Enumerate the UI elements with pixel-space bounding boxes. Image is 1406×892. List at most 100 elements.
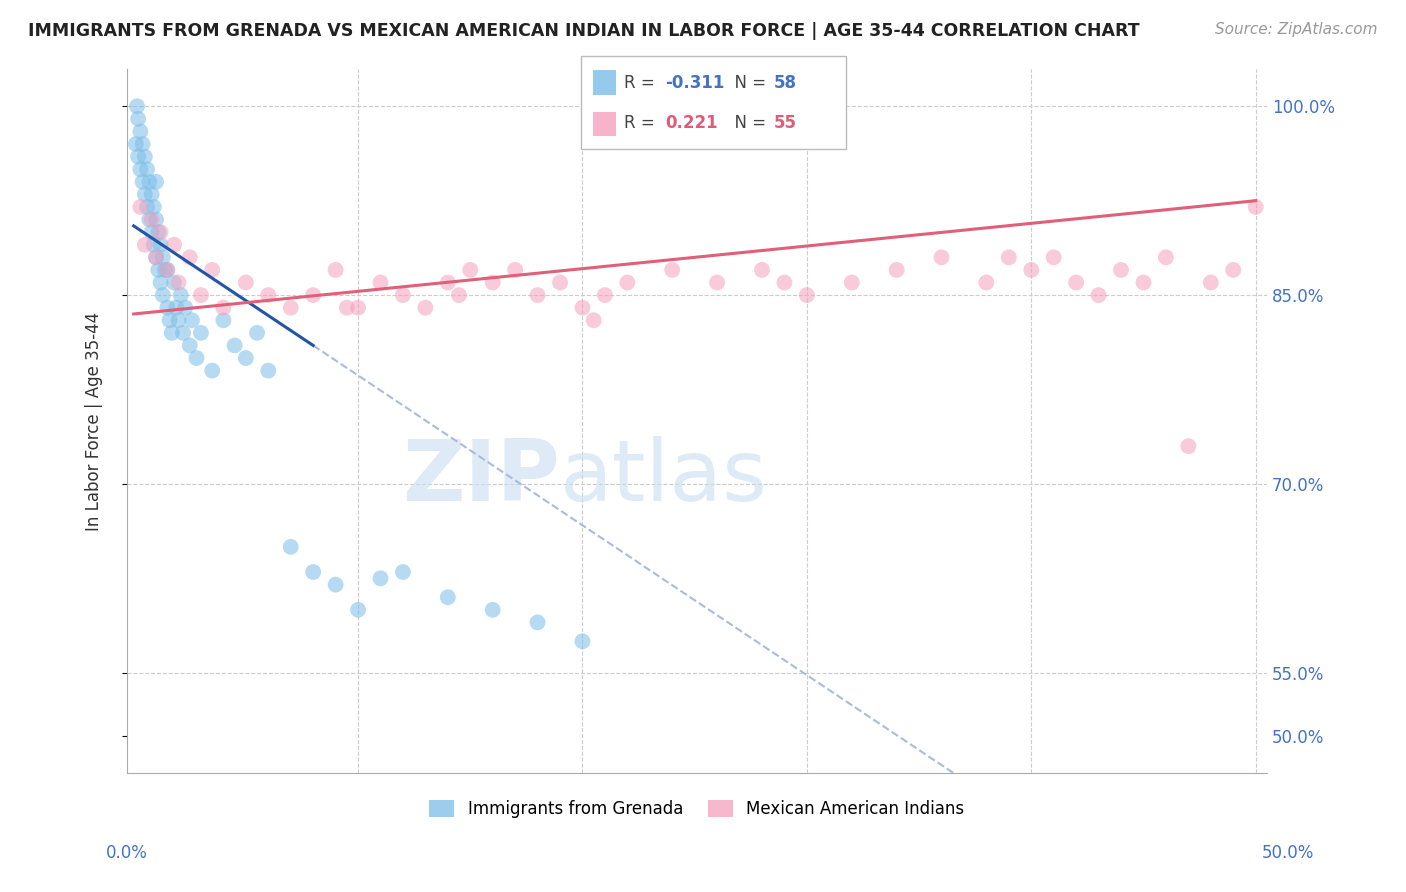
- Point: [153, 263, 176, 277]
- Text: IMMIGRANTS FROM GRENADA VS MEXICAN AMERICAN INDIAN IN LABOR FORCE | AGE 35-44 CO: IMMIGRANTS FROM GRENADA VS MEXICAN AMERI…: [28, 22, 1140, 40]
- Point: [131, 136, 153, 151]
- Point: [156, 263, 179, 277]
- Point: [125, 99, 148, 113]
- Point: [1019, 263, 1042, 277]
- Point: [212, 301, 235, 315]
- Point: [751, 263, 773, 277]
- Point: [167, 276, 190, 290]
- Text: R =: R =: [624, 114, 665, 132]
- Point: [163, 276, 186, 290]
- Point: [141, 187, 163, 202]
- Point: [148, 263, 170, 277]
- Point: [503, 263, 526, 277]
- Point: [1177, 439, 1199, 453]
- Point: [235, 351, 257, 365]
- Point: [149, 237, 172, 252]
- Point: [134, 187, 156, 202]
- Point: [129, 200, 152, 214]
- Point: [141, 212, 163, 227]
- Legend: Immigrants from Grenada, Mexican American Indians: Immigrants from Grenada, Mexican America…: [423, 794, 972, 825]
- Point: [145, 212, 167, 227]
- Point: [149, 225, 172, 239]
- Text: Source: ZipAtlas.com: Source: ZipAtlas.com: [1215, 22, 1378, 37]
- Point: [582, 313, 605, 327]
- Point: [212, 313, 235, 327]
- Point: [167, 313, 190, 327]
- Point: [190, 288, 212, 302]
- Point: [1087, 288, 1109, 302]
- Point: [1064, 276, 1087, 290]
- Point: [145, 250, 167, 264]
- Point: [1199, 276, 1222, 290]
- Point: [163, 237, 186, 252]
- Text: -0.311: -0.311: [665, 74, 724, 92]
- Text: N =: N =: [724, 114, 772, 132]
- Point: [1244, 200, 1267, 214]
- Point: [127, 112, 149, 126]
- Point: [1132, 276, 1154, 290]
- Point: [201, 263, 224, 277]
- Text: R =: R =: [624, 74, 661, 92]
- Point: [257, 288, 280, 302]
- Point: [1211, 797, 1233, 812]
- Point: [179, 250, 201, 264]
- Point: [127, 150, 149, 164]
- Point: [156, 263, 179, 277]
- Point: [1042, 250, 1064, 264]
- Point: [172, 326, 194, 340]
- Text: 0.0%: 0.0%: [105, 844, 148, 862]
- Point: [370, 571, 392, 585]
- Point: [325, 263, 347, 277]
- Point: [280, 540, 302, 554]
- Point: [1109, 263, 1132, 277]
- Point: [931, 250, 953, 264]
- Point: [302, 565, 325, 579]
- Point: [796, 288, 818, 302]
- Text: 58: 58: [773, 74, 796, 92]
- Point: [998, 250, 1021, 264]
- Point: [526, 615, 548, 630]
- Point: [526, 288, 548, 302]
- Point: [179, 338, 201, 352]
- Point: [141, 225, 163, 239]
- Point: [302, 288, 325, 302]
- Text: atlas: atlas: [560, 436, 768, 519]
- Point: [129, 124, 152, 138]
- Point: [134, 237, 156, 252]
- Point: [437, 276, 460, 290]
- Point: [616, 276, 638, 290]
- Point: [246, 326, 269, 340]
- Point: [174, 301, 197, 315]
- Point: [156, 301, 179, 315]
- Point: [447, 288, 470, 302]
- Point: [138, 212, 160, 227]
- Point: [280, 301, 302, 315]
- Text: 0.221: 0.221: [665, 114, 717, 132]
- Point: [976, 276, 998, 290]
- Point: [1222, 263, 1244, 277]
- Point: [886, 263, 908, 277]
- Point: [370, 276, 392, 290]
- Point: [336, 301, 359, 315]
- Point: [165, 301, 187, 315]
- Y-axis label: In Labor Force | Age 35-44: In Labor Force | Age 35-44: [86, 311, 103, 531]
- Text: ZIP: ZIP: [402, 436, 560, 519]
- Point: [152, 288, 174, 302]
- Point: [257, 363, 280, 377]
- Point: [841, 276, 863, 290]
- Point: [170, 288, 193, 302]
- Point: [1154, 250, 1177, 264]
- Point: [571, 634, 593, 648]
- Point: [571, 301, 593, 315]
- Point: [190, 326, 212, 340]
- Point: [661, 263, 683, 277]
- Point: [138, 175, 160, 189]
- Point: [148, 225, 170, 239]
- Point: [347, 603, 370, 617]
- Text: 55: 55: [773, 114, 796, 132]
- Point: [706, 276, 728, 290]
- Point: [201, 363, 224, 377]
- Point: [325, 577, 347, 591]
- Point: [593, 288, 616, 302]
- Point: [392, 288, 415, 302]
